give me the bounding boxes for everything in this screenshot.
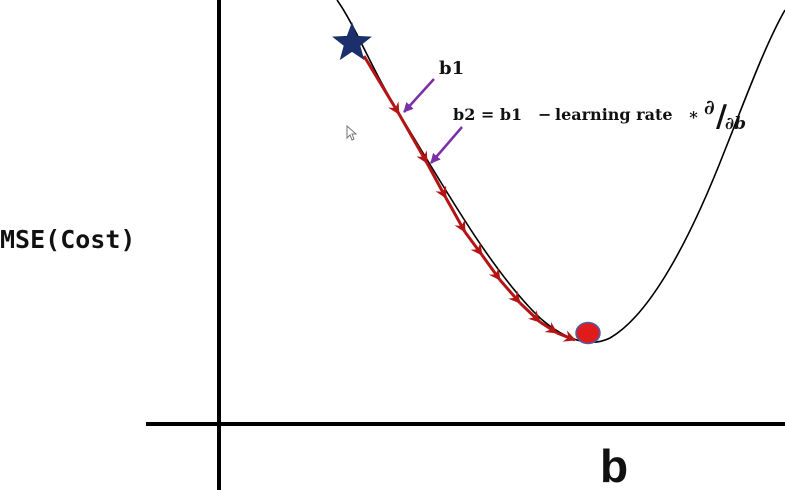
formula-minus: − — [538, 105, 551, 124]
mouse-cursor-icon — [346, 124, 358, 141]
minimum-dot — [575, 321, 601, 345]
derivative-slash: / — [716, 99, 727, 134]
pointer-arrow-b1 — [403, 78, 435, 113]
x-axis-label: b — [600, 440, 628, 490]
formula-rate: learning rate — [555, 105, 673, 124]
descent-path — [362, 55, 576, 342]
update-formula: b2 = b1 − learning rate ∗ — [453, 105, 699, 124]
start-star-icon — [332, 22, 372, 61]
formula-times: ∗ — [688, 105, 699, 124]
pointer-arrow-b2 — [430, 126, 463, 164]
derivative-denominator: ∂b — [725, 114, 746, 134]
label-b1: b1 — [439, 58, 464, 79]
descent-step — [397, 113, 429, 164]
descent-step — [498, 279, 522, 304]
descent-step — [539, 320, 558, 335]
descent-step — [444, 197, 467, 233]
y-axis-label: MSE(Cost) — [0, 225, 135, 254]
descent-step — [518, 301, 542, 324]
formula-lhs: b2 = b1 — [453, 105, 522, 124]
descent-step — [480, 254, 502, 281]
descent-step — [362, 55, 401, 115]
cost-curve — [336, 0, 785, 344]
descent-step — [556, 330, 576, 342]
derivative-numerator: ∂ — [704, 95, 715, 119]
descent-step — [463, 231, 484, 256]
descent-step — [425, 162, 448, 199]
